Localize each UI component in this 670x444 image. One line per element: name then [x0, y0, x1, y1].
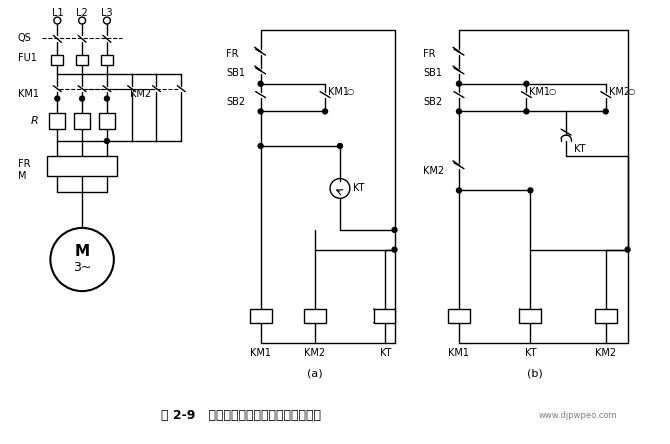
Text: FR: FR: [17, 159, 30, 169]
Text: SB2: SB2: [423, 96, 442, 107]
Bar: [595, 309, 616, 323]
Bar: [50, 113, 65, 129]
Circle shape: [105, 139, 109, 143]
Bar: [76, 55, 88, 65]
Bar: [374, 309, 395, 323]
Text: ○: ○: [628, 87, 634, 96]
Text: (b): (b): [527, 368, 543, 378]
Circle shape: [392, 247, 397, 252]
Text: 3~: 3~: [73, 261, 91, 274]
Text: ○: ○: [548, 87, 555, 96]
Circle shape: [258, 109, 263, 114]
Circle shape: [524, 81, 529, 86]
Text: SB2: SB2: [226, 96, 245, 107]
Circle shape: [456, 81, 462, 86]
Bar: [101, 55, 113, 65]
Text: L2: L2: [76, 8, 88, 18]
Bar: [48, 156, 117, 175]
Text: KM1: KM1: [17, 89, 39, 99]
Text: ○: ○: [347, 87, 354, 96]
Text: L3: L3: [101, 8, 113, 18]
Bar: [519, 309, 541, 323]
Text: KM1: KM1: [328, 87, 349, 97]
Circle shape: [456, 188, 462, 193]
Circle shape: [456, 109, 462, 114]
Text: www.djpwpeo.com: www.djpwpeo.com: [538, 411, 617, 420]
Bar: [99, 113, 115, 129]
Circle shape: [338, 143, 342, 148]
Text: FU1: FU1: [17, 53, 37, 63]
Bar: [250, 309, 271, 323]
Text: R: R: [80, 116, 88, 126]
Text: KM1: KM1: [448, 349, 469, 358]
Text: KM2: KM2: [423, 166, 444, 176]
Text: KM2: KM2: [130, 89, 151, 99]
Circle shape: [258, 81, 263, 86]
Text: R: R: [31, 116, 38, 126]
Text: KM1: KM1: [529, 87, 550, 97]
Bar: [74, 113, 90, 129]
Text: (a): (a): [308, 368, 323, 378]
Circle shape: [55, 96, 60, 101]
Text: SB1: SB1: [423, 68, 442, 78]
Text: KM2: KM2: [304, 349, 326, 358]
Circle shape: [528, 188, 533, 193]
Text: KT: KT: [380, 349, 391, 358]
Text: KT: KT: [353, 183, 364, 194]
Text: FR: FR: [423, 49, 436, 59]
Text: KT: KT: [574, 144, 586, 154]
Circle shape: [105, 96, 109, 101]
Text: 图 2-9   定子电路串电阻降压启动控制线路: 图 2-9 定子电路串电阻降压启动控制线路: [161, 409, 322, 422]
Circle shape: [392, 227, 397, 232]
Circle shape: [603, 109, 608, 114]
Text: SB1: SB1: [226, 68, 245, 78]
Text: R: R: [56, 116, 63, 126]
Text: KT: KT: [525, 349, 537, 358]
Text: QS: QS: [17, 33, 31, 44]
Circle shape: [258, 143, 263, 148]
Text: M: M: [74, 244, 90, 259]
Text: KM1: KM1: [250, 349, 271, 358]
Bar: [448, 309, 470, 323]
Text: L1: L1: [52, 8, 63, 18]
Circle shape: [625, 247, 630, 252]
Circle shape: [322, 109, 328, 114]
Circle shape: [524, 109, 529, 114]
Text: FR: FR: [226, 49, 239, 59]
Text: KM2: KM2: [595, 349, 616, 358]
Bar: [52, 55, 63, 65]
Circle shape: [80, 96, 84, 101]
Text: KM2: KM2: [609, 87, 630, 97]
Text: M: M: [17, 170, 26, 181]
Bar: [304, 309, 326, 323]
